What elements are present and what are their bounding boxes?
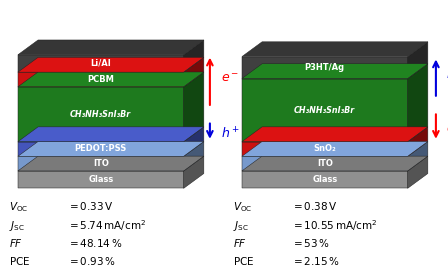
Polygon shape bbox=[184, 72, 204, 142]
Text: PEDOT:PSS: PEDOT:PSS bbox=[75, 144, 127, 154]
Polygon shape bbox=[242, 171, 408, 188]
Text: $\mathit{FF}$: $\mathit{FF}$ bbox=[9, 237, 23, 249]
Polygon shape bbox=[184, 127, 204, 156]
Text: ITO: ITO bbox=[317, 159, 333, 168]
Polygon shape bbox=[242, 127, 428, 142]
Text: $h^+$: $h^+$ bbox=[446, 67, 448, 83]
Text: $\mathrm{PCE}$: $\mathrm{PCE}$ bbox=[233, 255, 254, 267]
Polygon shape bbox=[184, 40, 204, 72]
Polygon shape bbox=[408, 141, 428, 171]
Text: SnO₂: SnO₂ bbox=[314, 144, 336, 154]
Polygon shape bbox=[18, 127, 204, 142]
Text: CH₃NH₃SnI₃Br: CH₃NH₃SnI₃Br bbox=[294, 106, 355, 115]
Polygon shape bbox=[184, 57, 204, 87]
Polygon shape bbox=[242, 56, 408, 79]
Polygon shape bbox=[18, 156, 204, 171]
Polygon shape bbox=[242, 156, 408, 171]
Text: $\mathit{V}_\mathrm{OC}$: $\mathit{V}_\mathrm{OC}$ bbox=[233, 200, 252, 214]
Text: $e^-$: $e^-$ bbox=[221, 72, 239, 85]
Polygon shape bbox=[242, 141, 428, 156]
Polygon shape bbox=[184, 141, 204, 171]
Polygon shape bbox=[18, 142, 184, 156]
Text: CH₃NH₃SnI₃Br: CH₃NH₃SnI₃Br bbox=[70, 110, 131, 119]
Polygon shape bbox=[242, 142, 408, 156]
Polygon shape bbox=[18, 171, 184, 188]
Polygon shape bbox=[242, 42, 428, 56]
Polygon shape bbox=[18, 87, 184, 142]
Text: $= 5.74\,\mathrm{mA/cm}^2$: $= 5.74\,\mathrm{mA/cm}^2$ bbox=[67, 219, 146, 233]
Polygon shape bbox=[408, 156, 428, 188]
Text: $= 0.93\,\%$: $= 0.93\,\%$ bbox=[67, 255, 116, 267]
Text: Glass: Glass bbox=[88, 175, 113, 184]
Polygon shape bbox=[18, 141, 204, 156]
Text: P3HT/Ag: P3HT/Ag bbox=[305, 63, 345, 72]
Polygon shape bbox=[242, 156, 428, 171]
Text: $= 0.33\,\mathrm{V}$: $= 0.33\,\mathrm{V}$ bbox=[67, 200, 114, 213]
Text: $\mathit{J}_\mathrm{SC}$: $\mathit{J}_\mathrm{SC}$ bbox=[9, 219, 25, 233]
Polygon shape bbox=[18, 72, 204, 87]
Text: Glass: Glass bbox=[312, 175, 337, 184]
Polygon shape bbox=[408, 127, 428, 156]
Polygon shape bbox=[18, 57, 204, 72]
Polygon shape bbox=[18, 72, 184, 87]
Polygon shape bbox=[408, 42, 428, 79]
Text: $\mathit{J}_\mathrm{SC}$: $\mathit{J}_\mathrm{SC}$ bbox=[233, 219, 249, 233]
Polygon shape bbox=[18, 156, 184, 171]
Text: $e^-$: $e^-$ bbox=[446, 123, 448, 136]
Text: ITO: ITO bbox=[93, 159, 109, 168]
Text: $= 0.38\,\mathrm{V}$: $= 0.38\,\mathrm{V}$ bbox=[291, 200, 338, 213]
Text: PCBM: PCBM bbox=[87, 75, 114, 84]
Polygon shape bbox=[242, 64, 428, 79]
Polygon shape bbox=[18, 40, 204, 55]
Text: $= 48.14\,\%$: $= 48.14\,\%$ bbox=[67, 237, 123, 249]
Text: $\mathit{FF}$: $\mathit{FF}$ bbox=[233, 237, 247, 249]
Polygon shape bbox=[242, 79, 408, 142]
Text: Li/Al: Li/Al bbox=[90, 59, 111, 68]
Polygon shape bbox=[184, 156, 204, 188]
Text: $= 10.55\,\mathrm{mA/cm}^2$: $= 10.55\,\mathrm{mA/cm}^2$ bbox=[291, 219, 378, 233]
Polygon shape bbox=[408, 64, 428, 142]
Text: $h^+$: $h^+$ bbox=[221, 126, 240, 141]
Polygon shape bbox=[18, 55, 184, 72]
Text: $\mathit{V}_\mathrm{OC}$: $\mathit{V}_\mathrm{OC}$ bbox=[9, 200, 28, 214]
Text: $= 53\,\%$: $= 53\,\%$ bbox=[291, 237, 330, 249]
Text: $= 2.15\,\%$: $= 2.15\,\%$ bbox=[291, 255, 340, 267]
Text: $\mathrm{PCE}$: $\mathrm{PCE}$ bbox=[9, 255, 30, 267]
